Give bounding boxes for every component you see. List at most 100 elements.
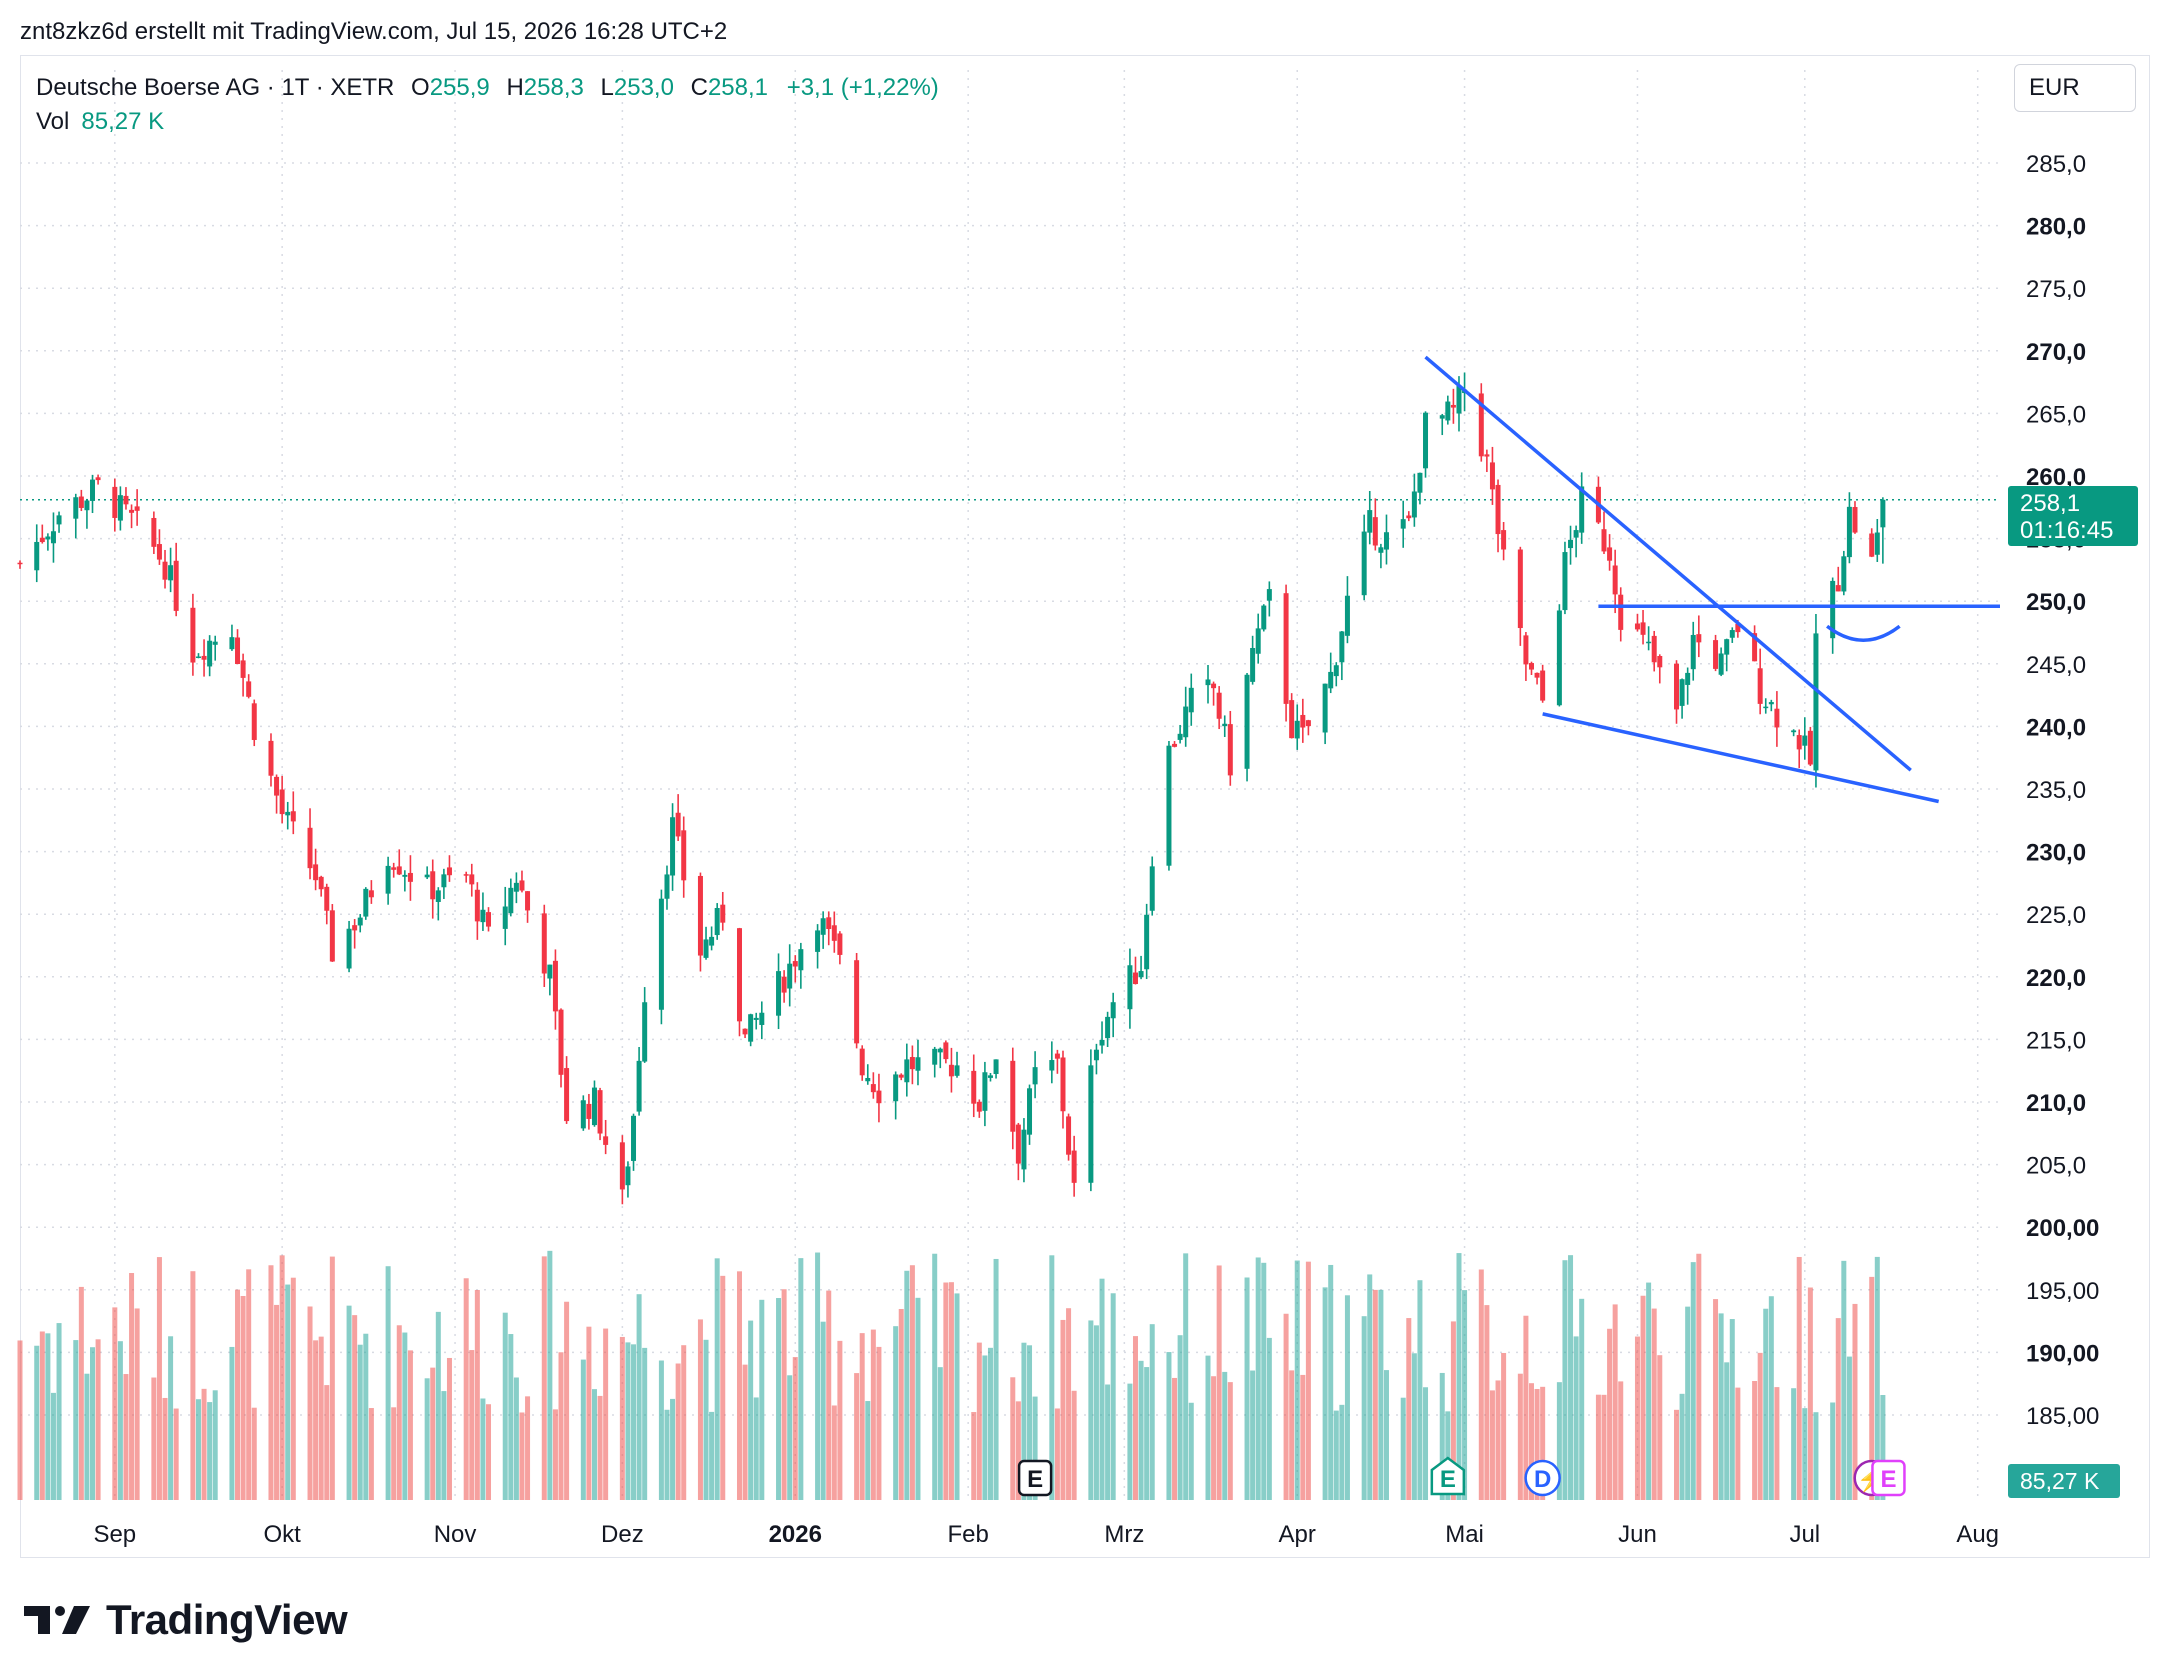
candle-body [525, 891, 531, 911]
volume-bar [580, 1359, 586, 1500]
volume-bar [1294, 1260, 1300, 1500]
candle-body [1423, 412, 1429, 469]
candle-body [859, 1048, 865, 1076]
volume-bar [407, 1350, 413, 1500]
candle-body [50, 531, 56, 544]
candle-body [190, 607, 196, 663]
volume-bar [212, 1390, 218, 1500]
marker-shape [1524, 1459, 1561, 1497]
candle-body [1768, 702, 1774, 705]
candle-body [1651, 635, 1657, 663]
volume-bar [1344, 1295, 1350, 1500]
volume-bar [195, 1399, 201, 1500]
volume-bar [1054, 1408, 1060, 1500]
volume-bar [45, 1333, 51, 1500]
volume-bar [736, 1271, 742, 1500]
volume-bar [1562, 1260, 1568, 1500]
candle-body [1450, 404, 1456, 408]
candle-body [151, 517, 157, 547]
volume-bar [1423, 1387, 1429, 1500]
volume-bar [1690, 1262, 1696, 1500]
volume-bar [1406, 1318, 1412, 1500]
candle-body [1484, 454, 1490, 457]
tradingview-brand[interactable]: TradingView [24, 1596, 348, 1644]
volume-bar [586, 1326, 592, 1500]
symbol-name[interactable]: Deutsche Boerse AG · 1T · XETR [36, 74, 395, 101]
volume-bar [893, 1326, 899, 1500]
y-tick-label: 250,0 [2026, 589, 2086, 616]
volume-bar [17, 1340, 23, 1500]
candle-body [1690, 634, 1696, 670]
upper-trendline [1424, 355, 1912, 772]
volume-bar [1322, 1287, 1328, 1500]
volume-bar [508, 1334, 514, 1500]
y-tick-label: 215,0 [2026, 1027, 2086, 1054]
volume-bar [1450, 1321, 1456, 1500]
candle-body [714, 908, 720, 936]
candle-body [441, 874, 447, 888]
volume-bar [1802, 1408, 1808, 1500]
volume-bar [1846, 1356, 1852, 1500]
candle-body [251, 703, 257, 740]
candle-body [274, 776, 280, 796]
candle-body [352, 925, 358, 931]
candle-body [675, 812, 681, 837]
candle-body [742, 1028, 748, 1035]
candle-body [229, 637, 235, 650]
volume-bar [173, 1408, 179, 1500]
currency-button[interactable]: EUR [2014, 64, 2136, 112]
volume-bar [329, 1256, 335, 1500]
volume-bar [709, 1411, 715, 1500]
candle-body [1729, 630, 1735, 638]
candle-body [586, 1103, 592, 1119]
tradingview-logo-icon [24, 1606, 90, 1634]
volume-bar [1283, 1313, 1289, 1500]
candle-body [123, 495, 129, 505]
volume-bar [1132, 1336, 1138, 1500]
volume-bar [78, 1286, 84, 1500]
volume-bar [1763, 1308, 1769, 1500]
y-tick-label: 280,0 [2026, 214, 2086, 241]
volume-bar [1250, 1370, 1256, 1500]
volume-bar [1367, 1274, 1373, 1500]
volume-bar [469, 1350, 475, 1500]
candle-body [396, 866, 402, 875]
dividend-icon: D [1524, 1459, 1561, 1497]
x-tick-label: Sep [93, 1521, 136, 1548]
volume-bar [1579, 1298, 1585, 1500]
volume-bar [1573, 1336, 1579, 1500]
candle-body [502, 906, 508, 929]
volume-bar [1093, 1325, 1099, 1500]
volume-bar [480, 1398, 486, 1500]
volume-bar [1049, 1255, 1055, 1500]
candle-body [1618, 594, 1624, 630]
candle-body [1679, 679, 1685, 706]
candle-body [313, 864, 319, 881]
high-label: H [506, 74, 524, 101]
volume-bar [1595, 1394, 1601, 1500]
candle-body [235, 637, 241, 665]
candle-body [1222, 723, 1228, 727]
x-tick-label: Aug [1956, 1521, 1999, 1548]
volume-bar [1328, 1264, 1334, 1500]
volume-bar [987, 1347, 993, 1500]
volume-bar [268, 1265, 274, 1500]
candle-body [318, 876, 324, 890]
volume-bar [1261, 1262, 1267, 1500]
volume-bar [636, 1294, 642, 1500]
candle-body [792, 961, 798, 967]
candle-body [56, 515, 62, 525]
candle-body [597, 1090, 603, 1134]
candle-body [781, 976, 787, 993]
volume-bar [792, 1357, 798, 1500]
volume-bar [346, 1305, 352, 1500]
candle-body [1021, 1129, 1027, 1170]
candle-body [39, 537, 45, 543]
volume-bar [1255, 1257, 1261, 1500]
volume-bar [168, 1336, 174, 1500]
cup-arc [1826, 624, 1901, 642]
volume-bar [519, 1412, 525, 1500]
candle-body [820, 918, 826, 935]
candle-body [826, 917, 832, 929]
